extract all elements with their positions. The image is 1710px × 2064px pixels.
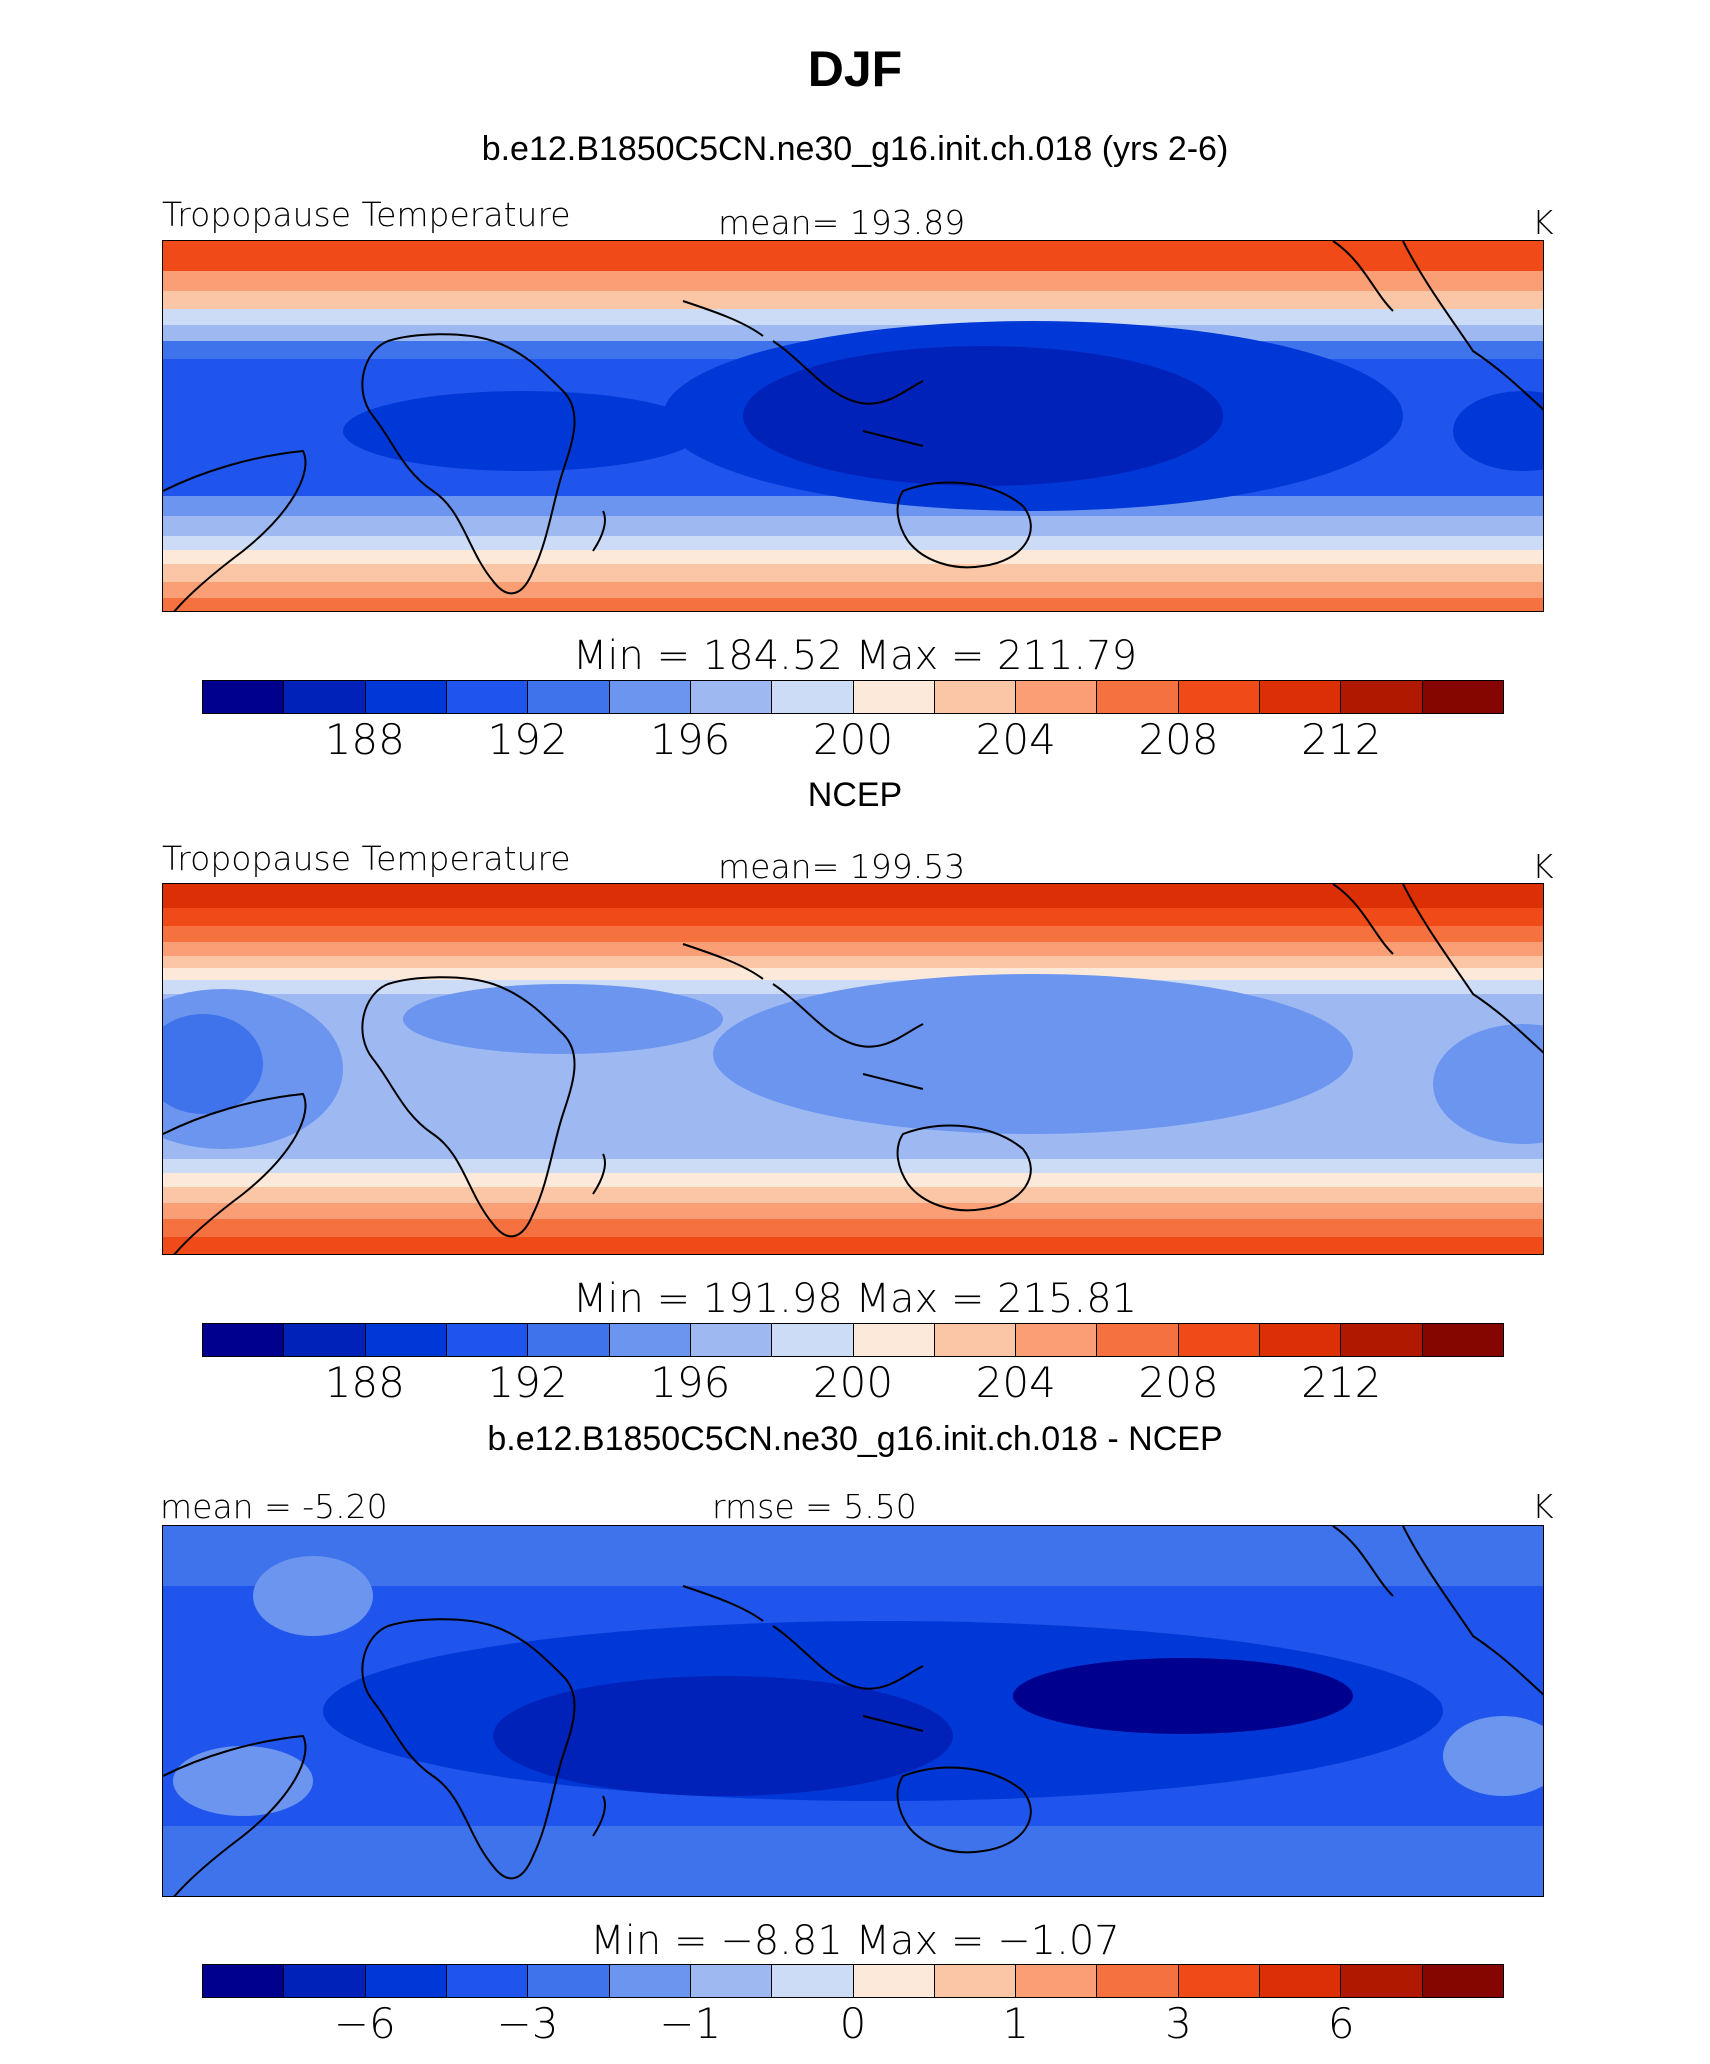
colorbar-tick-label: 204 xyxy=(975,1358,1056,1407)
colorbar-tick-label: 1 xyxy=(1002,1999,1030,2048)
colorbar-swatch xyxy=(1097,681,1179,713)
colorbar-swatch xyxy=(1016,1965,1098,1997)
colorbar-swatch xyxy=(284,1965,366,1997)
colorbar-swatch xyxy=(853,1324,935,1356)
colorbar-swatch xyxy=(365,681,447,713)
colorbar-tick-label: 6 xyxy=(1327,1999,1355,2048)
panel-2-map xyxy=(162,883,1544,1255)
colorbar-swatch xyxy=(934,681,1017,713)
colorbar-swatch xyxy=(853,681,935,713)
colorbar-swatch xyxy=(203,1324,285,1356)
colorbar-swatch xyxy=(609,1965,691,1997)
panel-3-subtitle: b.e12.B1850C5CN.ne30_g16.init.ch.018 - N… xyxy=(487,1420,1223,1458)
colorbar-swatch xyxy=(1178,681,1261,713)
panel-1-colorbar xyxy=(202,680,1504,714)
colorbar-swatch xyxy=(1178,1965,1261,1997)
colorbar-tick-label: 212 xyxy=(1301,715,1382,764)
panel-3-mean-label: mean = -5.20 xyxy=(160,1487,388,1526)
panel-1-minmax: Min = 184.52 Max = 211.79 xyxy=(572,633,1138,679)
colorbar-tick-label: 196 xyxy=(650,1358,731,1407)
colorbar-swatch xyxy=(1097,1965,1179,1997)
colorbar-swatch xyxy=(690,1965,773,1997)
colorbar-tick-label: 0 xyxy=(839,1999,867,2048)
colorbar-swatch xyxy=(1422,681,1503,713)
colorbar-swatch xyxy=(528,681,610,713)
panel-1-variable-label: Tropopause Temperature xyxy=(162,195,571,234)
colorbar-swatch xyxy=(772,681,854,713)
panel-2-minmax: Min = 191.98 Max = 215.81 xyxy=(572,1276,1138,1322)
colorbar-swatch xyxy=(1341,681,1423,713)
panel-1-units-label: K xyxy=(1532,203,1554,242)
colorbar-swatch xyxy=(446,1324,529,1356)
panel-2-tick-labels: 188 192 196 200 204 208 212 xyxy=(202,1358,1504,1407)
panel-2-units-label: K xyxy=(1532,847,1554,886)
panel-2-variable-label: Tropopause Temperature xyxy=(162,839,571,878)
colorbar-tick-label: 188 xyxy=(324,1358,405,1407)
colorbar-swatch xyxy=(284,681,366,713)
colorbar-swatch xyxy=(1178,1324,1261,1356)
panel-1-subtitle: b.e12.B1850C5CN.ne30_g16.init.ch.018 (yr… xyxy=(481,130,1229,168)
colorbar-swatch xyxy=(772,1324,854,1356)
colorbar-swatch xyxy=(446,681,529,713)
colorbar-swatch xyxy=(528,1324,610,1356)
colorbar-tick-label: −3 xyxy=(496,1999,559,2048)
colorbar-tick-label: 196 xyxy=(650,715,731,764)
colorbar-swatch xyxy=(609,681,691,713)
panel-1-mean-label: mean= 193.89 xyxy=(718,203,966,242)
colorbar-swatch xyxy=(284,1324,366,1356)
panel-2-colorbar xyxy=(202,1323,1504,1357)
colorbar-swatch xyxy=(1097,1324,1179,1356)
colorbar-swatch xyxy=(934,1324,1017,1356)
colorbar-swatch xyxy=(446,1965,529,1997)
colorbar-swatch xyxy=(1422,1324,1503,1356)
colorbar-swatch xyxy=(203,681,285,713)
colorbar-swatch xyxy=(1260,1324,1342,1356)
colorbar-swatch xyxy=(1260,681,1342,713)
colorbar-tick-label: 208 xyxy=(1138,715,1219,764)
colorbar-tick-label: 200 xyxy=(812,715,894,764)
colorbar-tick-label: −6 xyxy=(333,1999,396,2048)
panel-3-map xyxy=(162,1525,1544,1897)
panel-2-subtitle: NCEP xyxy=(807,776,903,814)
colorbar-swatch xyxy=(528,1965,610,1997)
colorbar-tick-label: 192 xyxy=(487,1358,568,1407)
colorbar-swatch xyxy=(1341,1965,1423,1997)
colorbar-tick-label: −1 xyxy=(659,1999,722,2048)
panel-1-tick-labels: 188 192 196 200 204 208 212 xyxy=(202,715,1504,764)
panel-3-units-label: K xyxy=(1532,1487,1554,1526)
colorbar-tick-label: 188 xyxy=(324,715,405,764)
colorbar-swatch xyxy=(365,1324,447,1356)
colorbar-swatch xyxy=(609,1324,691,1356)
colorbar-swatch xyxy=(1260,1965,1342,1997)
colorbar-swatch xyxy=(690,681,773,713)
panel-3-tick-labels: −6 −3 −1 0 1 3 6 xyxy=(202,1999,1504,2048)
colorbar-tick-label: 204 xyxy=(975,715,1056,764)
colorbar-tick-label: 192 xyxy=(487,715,568,764)
colorbar-tick-label: 208 xyxy=(1138,1358,1219,1407)
panel-1-map xyxy=(162,240,1544,612)
colorbar-swatch xyxy=(934,1965,1017,1997)
panel-2-mean-label: mean= 199.53 xyxy=(718,847,966,886)
colorbar-swatch xyxy=(1341,1324,1423,1356)
colorbar-swatch xyxy=(365,1965,447,1997)
colorbar-tick-label: 200 xyxy=(812,1358,894,1407)
colorbar-swatch xyxy=(853,1965,935,1997)
colorbar-swatch xyxy=(690,1324,773,1356)
colorbar-swatch xyxy=(772,1965,854,1997)
colorbar-swatch xyxy=(1422,1965,1503,1997)
panel-3-minmax: Min = −8.81 Max = −1.07 xyxy=(590,1918,1120,1964)
panel-3-colorbar xyxy=(202,1964,1504,1998)
colorbar-tick-label: 3 xyxy=(1165,1999,1192,2048)
panel-3-rmse-label: rmse = 5.50 xyxy=(712,1487,917,1526)
colorbar-swatch xyxy=(1016,681,1098,713)
colorbar-swatch xyxy=(203,1965,285,1997)
figure-title: DJF xyxy=(807,41,903,97)
colorbar-swatch xyxy=(1016,1324,1098,1356)
colorbar-tick-label: 212 xyxy=(1301,1358,1382,1407)
